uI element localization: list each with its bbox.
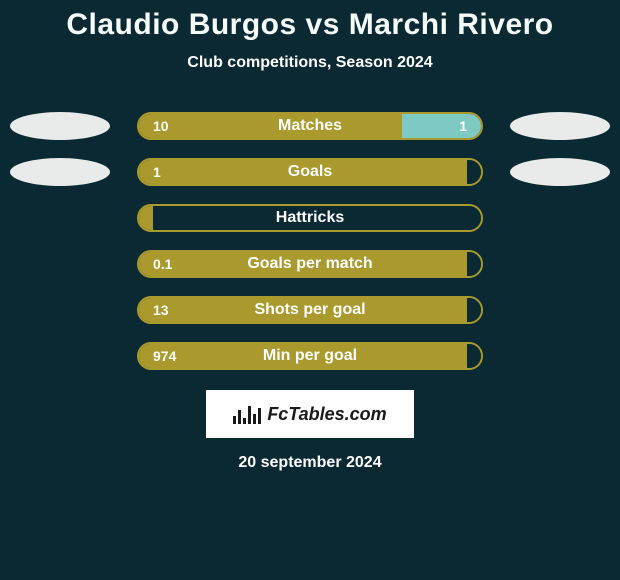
stat-value-right: 1: [459, 118, 467, 134]
stat-bar-left: 10: [139, 114, 402, 138]
stat-bar-right: [467, 344, 481, 368]
stat-row: 1 Goals: [0, 158, 620, 186]
player-left-marker: [10, 158, 110, 186]
comparison-title: Claudio Burgos vs Marchi Rivero: [0, 0, 620, 42]
stat-bar: 974 Min per goal: [137, 342, 483, 370]
stat-label: Min per goal: [263, 347, 357, 365]
stat-value-left: 0.1: [153, 256, 172, 272]
stat-bar: 1 Goals: [137, 158, 483, 186]
stat-value-left: 1: [153, 164, 161, 180]
stat-bar-left: 0: [139, 206, 153, 230]
bar-chart-icon: [233, 404, 261, 424]
stat-bar: 0 Hattricks: [137, 204, 483, 232]
stat-value-left: 10: [153, 118, 169, 134]
stat-label: Goals per match: [247, 255, 372, 273]
stat-bar-right: [467, 252, 481, 276]
comparison-date: 20 september 2024: [0, 454, 620, 472]
stat-row: 10 1 Matches: [0, 112, 620, 140]
stat-row: 13 Shots per goal: [0, 296, 620, 324]
player-right-marker: [510, 112, 610, 140]
stat-label: Goals: [288, 163, 332, 181]
stat-bar: 13 Shots per goal: [137, 296, 483, 324]
stat-bar: 10 1 Matches: [137, 112, 483, 140]
stat-bar-right: [467, 298, 481, 322]
stat-bar-right: [467, 160, 481, 184]
stat-row: 0.1 Goals per match: [0, 250, 620, 278]
stat-bar-right: 1: [402, 114, 481, 138]
stat-label: Shots per goal: [254, 301, 365, 319]
logo-text: FcTables.com: [267, 404, 386, 425]
stat-bar: 0.1 Goals per match: [137, 250, 483, 278]
player-right-marker: [510, 158, 610, 186]
stat-row: 0 Hattricks: [0, 204, 620, 232]
player-left-marker: [10, 112, 110, 140]
stat-label: Matches: [278, 117, 342, 135]
stat-row: 974 Min per goal: [0, 342, 620, 370]
comparison-subtitle: Club competitions, Season 2024: [0, 54, 620, 72]
site-logo: FcTables.com: [206, 390, 414, 438]
stat-rows: 10 1 Matches 1 Goals 0 Hattricks 0.1 Goals per m…: [0, 112, 620, 370]
stat-value-left: 974: [153, 348, 176, 364]
stat-value-left: 13: [153, 302, 169, 318]
stat-label: Hattricks: [276, 209, 344, 227]
